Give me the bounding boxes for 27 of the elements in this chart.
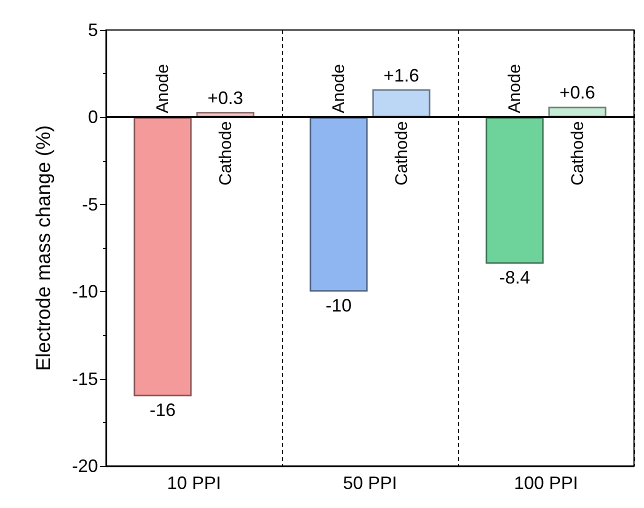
y-tick-label: 0 — [88, 107, 98, 128]
y-tick-label: -5 — [82, 194, 98, 214]
y-axis-title: Electrode mass change (%) — [33, 125, 55, 371]
data-label: +0.6 — [560, 82, 596, 103]
y-tick-label: -10 — [72, 282, 98, 302]
y-tick-label: -20 — [72, 456, 98, 476]
text: Cathode — [216, 121, 235, 186]
y-tick-label: -15 — [72, 368, 98, 389]
data-label: +1.6 — [384, 65, 420, 86]
data-label: +0.3 — [208, 88, 244, 108]
x-tick-label: 10 PPI — [166, 473, 222, 493]
bar — [372, 89, 430, 118]
x-tick-label: 100 PPI — [514, 473, 578, 493]
y-tick-label: 5 — [88, 20, 98, 40]
text: Anode — [153, 64, 172, 114]
text: Anode — [505, 64, 524, 114]
data-label: -16 — [150, 400, 176, 420]
bar — [548, 106, 606, 118]
data-label: -8.4 — [499, 268, 530, 288]
text: Cathode — [568, 121, 587, 186]
data-label: -10 — [326, 296, 352, 316]
bar — [486, 117, 544, 264]
bar — [134, 117, 192, 396]
text: Cathode — [392, 121, 411, 186]
bar — [310, 117, 368, 292]
text: Anode — [329, 64, 348, 114]
x-tick-label: 50 PPI — [342, 473, 398, 493]
